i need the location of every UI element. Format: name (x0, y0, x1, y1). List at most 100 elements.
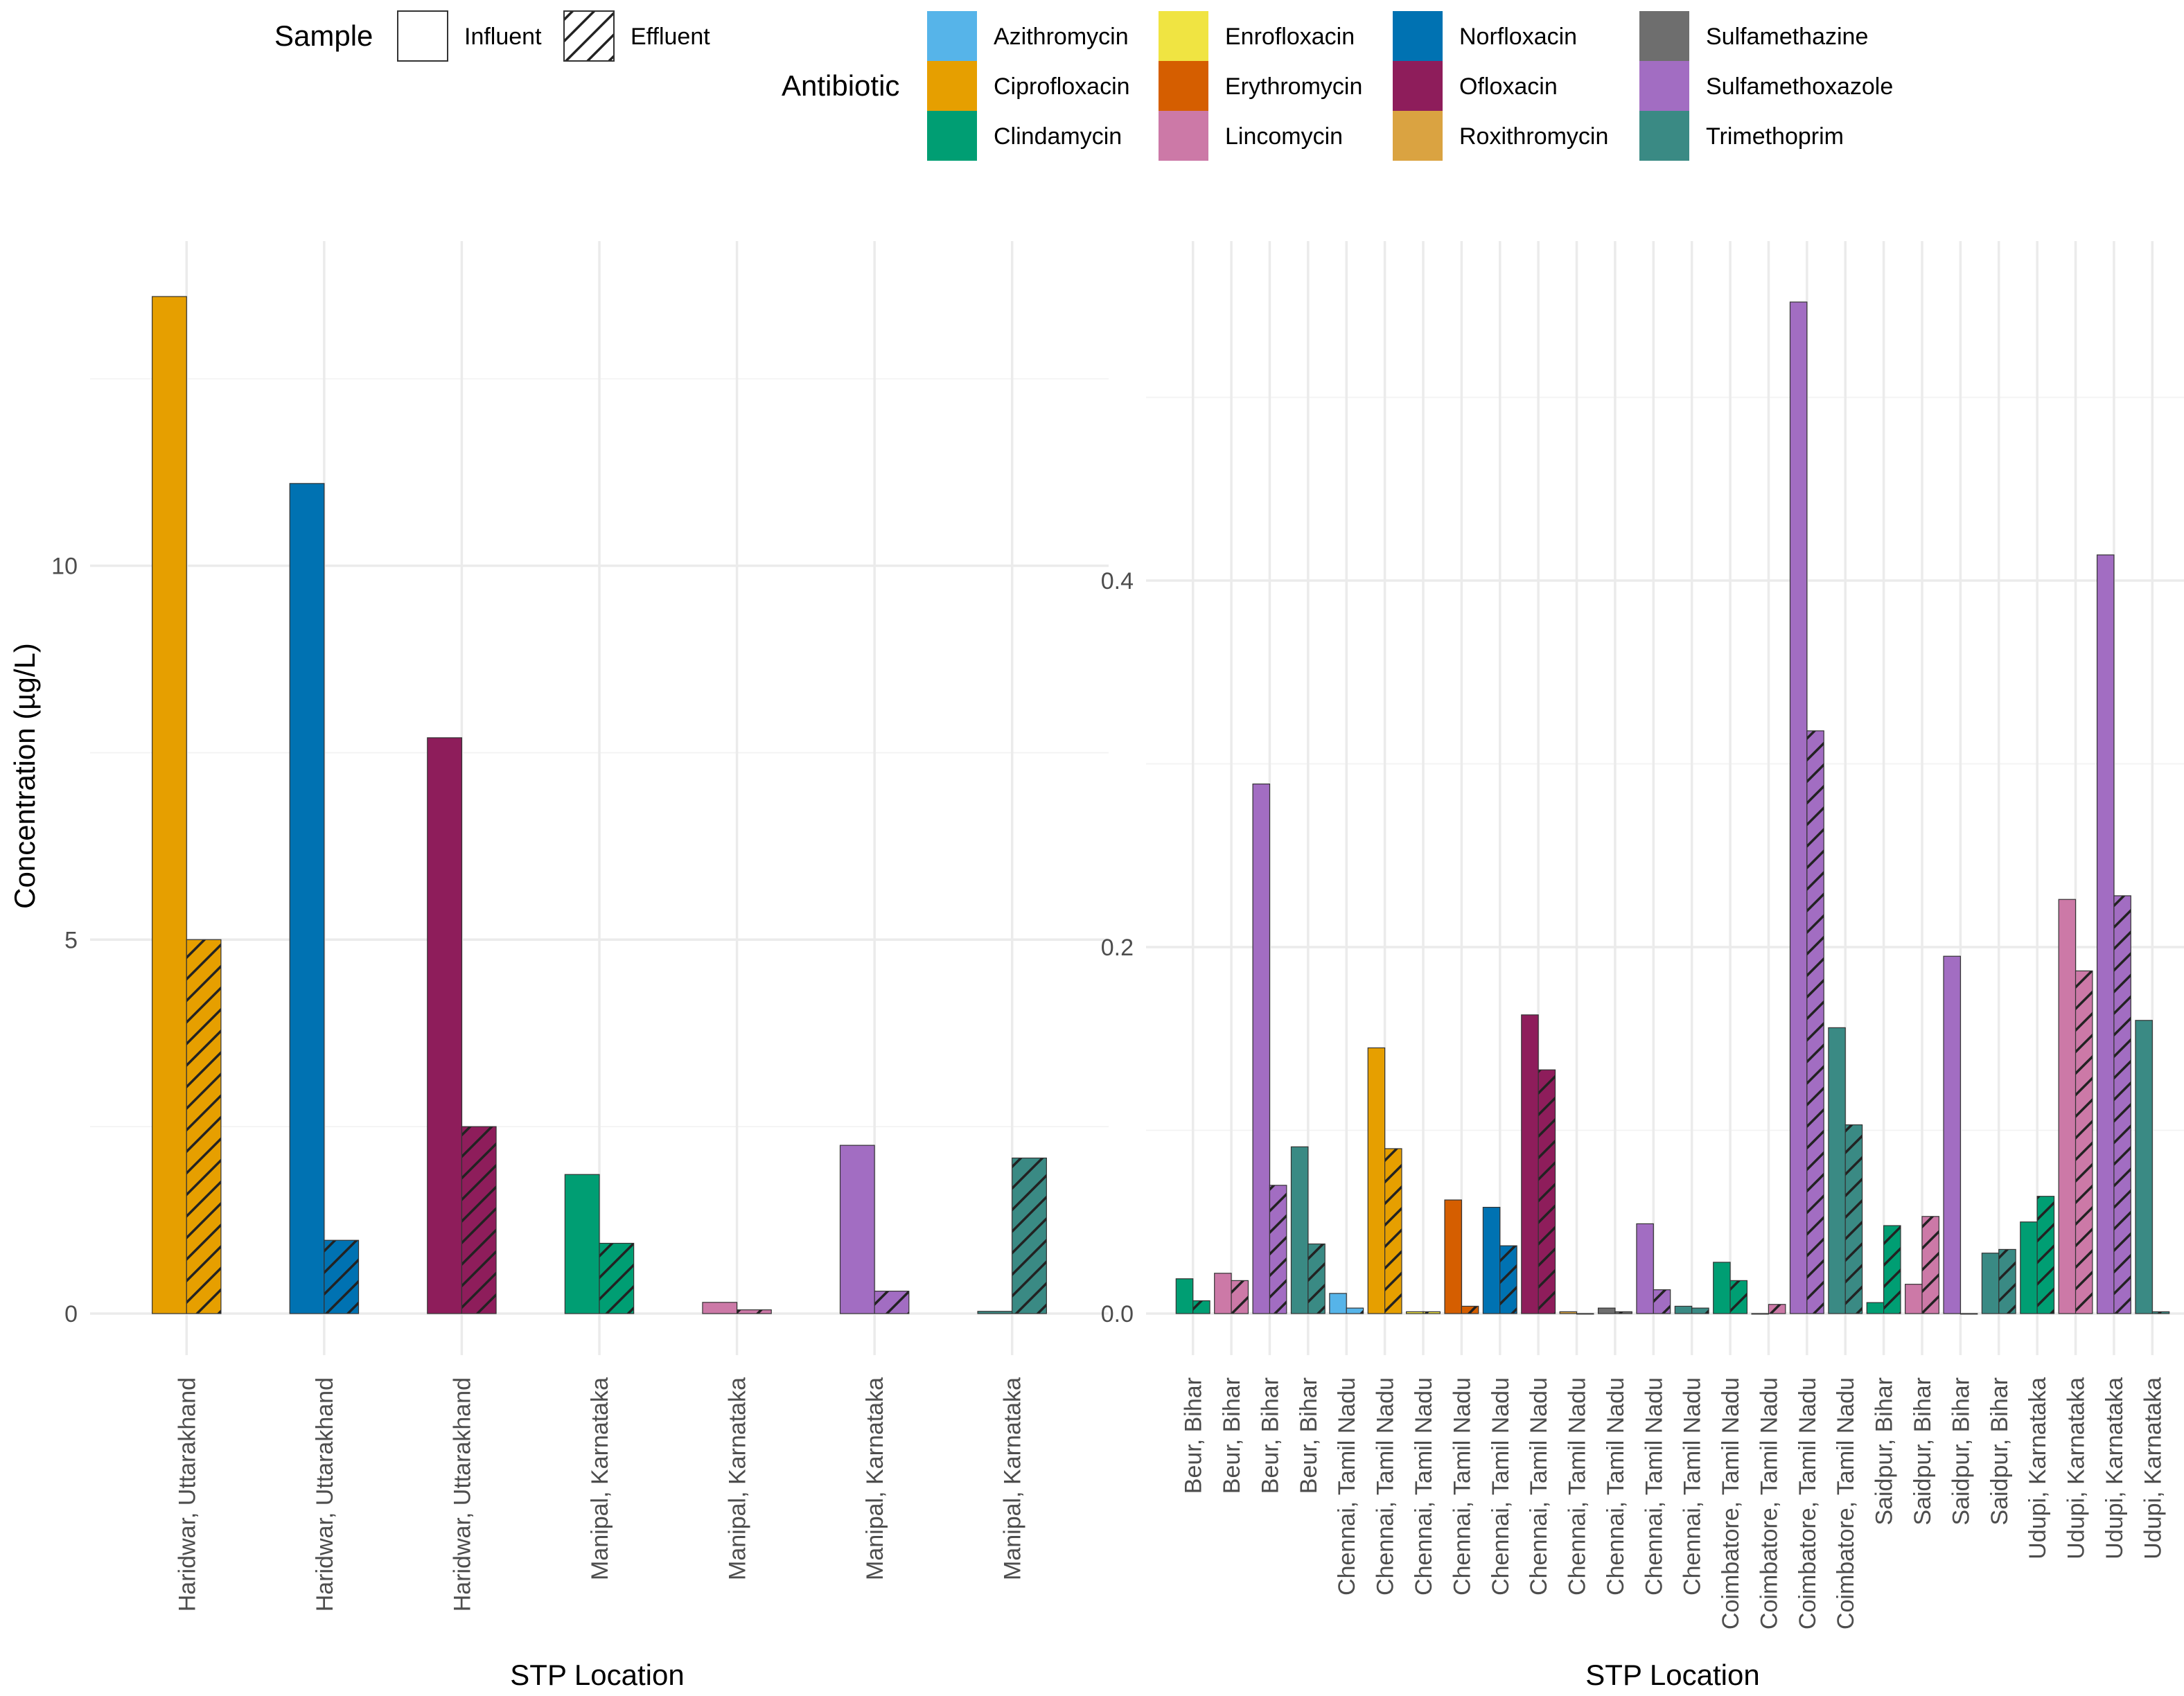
panel-0-x-tick-label: Manipal, Karnataka (862, 1377, 888, 1580)
panel-1-x-tick-label: Chennai, Tamil Nadu (1680, 1377, 1706, 1596)
legend-label-roxithromycin: Roxithromycin (1459, 123, 1608, 150)
panel-1-bar-influent-23 (2058, 899, 2077, 1314)
panel-0-bar-effluent-hatch-4 (736, 1309, 772, 1314)
legend-label-sulfamethoxazole: Sulfamethoxazole (1706, 73, 1893, 100)
panel-1-bar-influent-20 (1943, 955, 1961, 1314)
panel-0-bar-influent-3 (564, 1174, 600, 1314)
panel-1-bar-effluent-hatch-21 (1998, 1248, 2016, 1314)
right-x-axis-title: STP Location (1585, 1659, 1759, 1691)
panel-1-bar-effluent-hatch-8 (1499, 1245, 1517, 1314)
y-axis-title: Concentration (µg/L) (8, 643, 41, 909)
panel-0-bar-influent-1 (289, 483, 325, 1314)
legend-swatch-clindamycin (927, 111, 977, 161)
panel-0-bar-effluent-hatch-1 (324, 1239, 360, 1314)
panel-1-bar-effluent-hatch-19 (1921, 1216, 1939, 1314)
panel-0-x-tick-label: Manipal, Karnataka (725, 1377, 751, 1580)
panel-1-bar-influent-17 (1828, 1027, 1846, 1314)
panel-1-x-tick-label: Chennai, Tamil Nadu (1411, 1377, 1437, 1596)
legend-effluent-key (563, 10, 615, 62)
panel-1-bar-effluent-hatch-24 (2113, 895, 2131, 1314)
panel-1-x-tick-label: Beur, Bihar (1257, 1377, 1283, 1494)
legend-swatch-trimethoprim (1639, 111, 1689, 161)
panel-1-x-tick-label: Chennai, Tamil Nadu (1449, 1377, 1475, 1596)
right-panel: 0.0 0.2 0.4 Beur, Bihar Beur, Bihar Beur, Bih… (1101, 241, 2184, 1629)
legend-swatch-roxithromycin (1393, 111, 1443, 161)
panel-1-bar-influent-9 (1521, 1014, 1539, 1314)
panel-1-bar-effluent-hatch-12 (1653, 1289, 1671, 1314)
panel-1-bar-influent-18 (1866, 1302, 1885, 1314)
panel-1-x-tick-label: Beur, Bihar (1296, 1377, 1322, 1494)
panel-1-bar-influent-12 (1636, 1223, 1654, 1314)
panel-1-x-tick-label: Coimbatore, Tamil Nadu (1833, 1377, 1859, 1629)
panel-1-bar-effluent-hatch-6 (1423, 1311, 1441, 1314)
panel-1-x-tick-label: Saidpur, Bihar (1910, 1377, 1936, 1526)
panel-1-bar-effluent-hatch-3 (1307, 1243, 1326, 1314)
legend-sample: Sample Influent Effluent (274, 10, 710, 62)
panel-1-x-tick-label: Chennai, Tamil Nadu (1565, 1377, 1591, 1596)
panel-0-bar-effluent-hatch-3 (599, 1242, 635, 1314)
legend-label-enrofloxacin: Enrofloxacin (1225, 24, 1355, 50)
panel-1-bar-effluent-hatch-2 (1269, 1185, 1287, 1314)
panel-0-x-tick-label: Haridwar, Uttarakhand (312, 1377, 338, 1611)
panel-1-y-tick-label: 0.0 (1101, 1301, 1134, 1327)
panel-1-bar-effluent-hatch-14 (1729, 1280, 1748, 1314)
panel-1-bar-effluent-hatch-7 (1461, 1305, 1479, 1314)
panel-0-bar-influent-6 (977, 1311, 1013, 1314)
panel-1-bar-influent-10 (1559, 1311, 1578, 1314)
panel-1-x-tick-label: Udupi, Karnataka (2063, 1377, 2090, 1560)
legend-label-ofloxacin: Ofloxacin (1459, 73, 1558, 100)
panel-1-bar-influent-16 (1789, 301, 1808, 1314)
panel-1-bar-influent-21 (1981, 1253, 2000, 1314)
legend-effluent-label: Effluent (631, 24, 710, 50)
panel-1-bar-effluent-hatch-5 (1384, 1148, 1402, 1314)
legend-influent-key (397, 10, 448, 62)
panel-1-bar-influent-11 (1597, 1307, 1616, 1314)
panel-1-bar-influent-19 (1905, 1284, 1923, 1314)
panel-1-bar-influent-24 (2096, 554, 2115, 1314)
panel-1-x-tick-label: Beur, Bihar (1219, 1377, 1245, 1494)
panel-0-x-tick-label: Manipal, Karnataka (1000, 1377, 1026, 1580)
panel-1-x-tick-label: Udupi, Karnataka (2140, 1377, 2166, 1560)
panel-1-x-tick-label: Chennai, Tamil Nadu (1526, 1377, 1552, 1596)
legend-swatch-norfloxacin (1393, 11, 1443, 61)
panel-1-bar-influent-25 (2135, 1020, 2153, 1314)
panel-1-x-tick-label: Coimbatore, Tamil Nadu (1718, 1377, 1744, 1629)
panel-1-y-tick-label: 0.2 (1101, 935, 1134, 961)
panel-1-x-tick-label: Coimbatore, Tamil Nadu (1756, 1377, 1782, 1629)
legend-antibiotic: Antibiotic Azithromycin Enrofloxacin Norfl… (782, 11, 1893, 161)
panel-1-x-tick-label: Chennai, Tamil Nadu (1334, 1377, 1360, 1596)
panel-1-bar-effluent-hatch-25 (2151, 1311, 2170, 1314)
panel-1-y-tick-label: 0.4 (1101, 568, 1134, 594)
legend-influent-label: Influent (464, 24, 542, 50)
panel-0-bar-effluent-hatch-5 (874, 1291, 910, 1314)
panel-1-bar-influent-14 (1713, 1262, 1731, 1314)
panel-0-bar-influent-5 (839, 1145, 875, 1314)
panel-1-bar-influent-5 (1367, 1047, 1386, 1314)
legend-label-sulfamethazine: Sulfamethazine (1706, 24, 1868, 50)
legend-label-erythromycin: Erythromycin (1225, 73, 1362, 100)
panel-0-x-tick-label: Manipal, Karnataka (587, 1377, 613, 1580)
panel-0-bar-effluent-hatch-2 (461, 1126, 497, 1314)
legend-label-ciprofloxacin: Ciprofloxacin (994, 73, 1130, 100)
panel-1-bar-effluent-hatch-9 (1538, 1069, 1556, 1314)
panel-1-bar-influent-6 (1406, 1311, 1424, 1314)
panel-1-bar-influent-1 (1214, 1273, 1232, 1314)
panel-0-bar-influent-0 (152, 296, 187, 1314)
panel-0-bar-effluent-hatch-0 (186, 939, 222, 1314)
panel-1-bar-effluent-hatch-17 (1844, 1124, 1863, 1314)
panel-1-bar-effluent-hatch-15 (1768, 1304, 1786, 1314)
panel-1-bar-influent-22 (2020, 1221, 2038, 1314)
panel-1-x-tick-label: Udupi, Karnataka (2102, 1377, 2128, 1560)
panel-0-bar-effluent-hatch-6 (1012, 1157, 1047, 1314)
panel-1-bar-effluent-hatch-22 (2036, 1196, 2055, 1314)
panel-1-x-tick-label: Saidpur, Bihar (1872, 1377, 1898, 1526)
panel-1-bar-influent-0 (1175, 1278, 1194, 1314)
panel-1-bar-effluent-hatch-13 (1691, 1307, 1709, 1314)
panel-0-bar-influent-4 (702, 1302, 738, 1314)
panel-0-x-tick-label: Haridwar, Uttarakhand (449, 1377, 475, 1611)
panel-1-bar-influent-13 (1674, 1305, 1693, 1314)
panel-1-bar-influent-2 (1252, 783, 1271, 1314)
legend-antibiotic-title: Antibiotic (782, 69, 899, 102)
panel-1-x-tick-label: Chennai, Tamil Nadu (1488, 1377, 1514, 1596)
panel-1-bar-influent-8 (1482, 1206, 1501, 1314)
